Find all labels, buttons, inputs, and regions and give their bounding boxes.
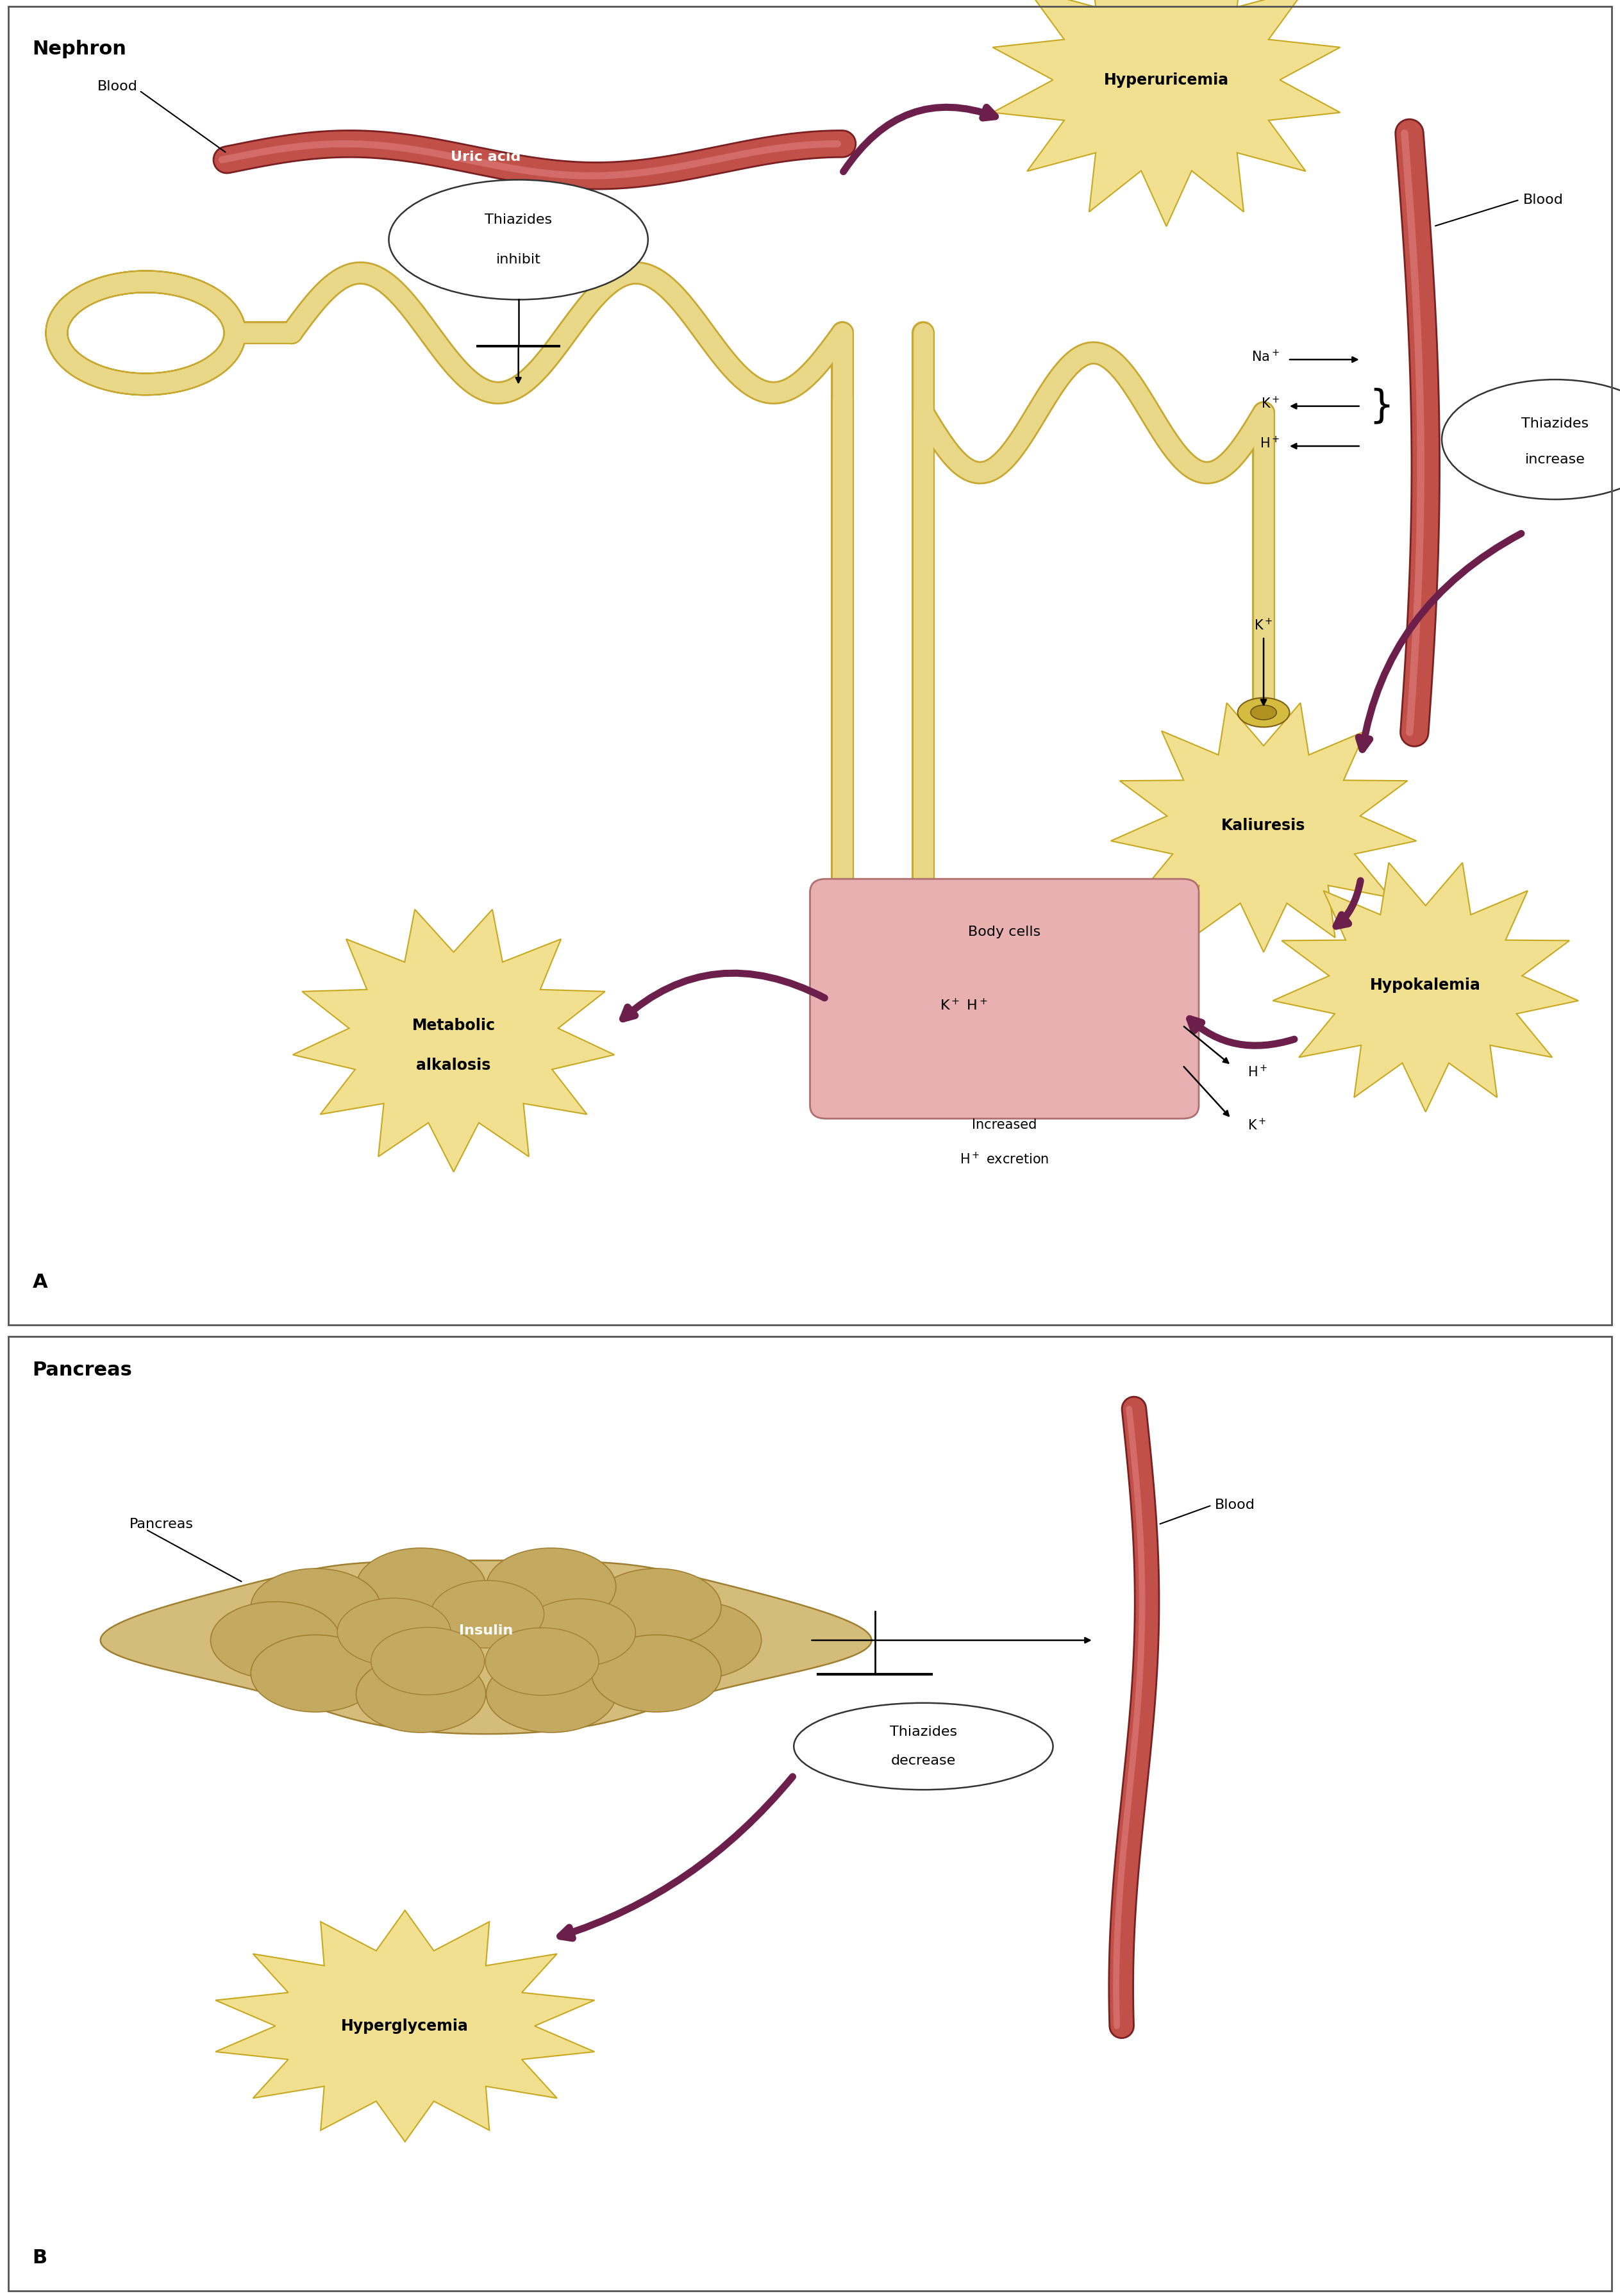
Ellipse shape	[389, 179, 648, 301]
Text: K$^+$: K$^+$	[1254, 618, 1273, 631]
Text: H$^+$: H$^+$	[1260, 436, 1280, 450]
Circle shape	[591, 1635, 721, 1713]
Ellipse shape	[1442, 379, 1620, 501]
Circle shape	[356, 1548, 486, 1626]
Circle shape	[251, 1568, 381, 1646]
Text: decrease: decrease	[891, 1754, 956, 1768]
Text: B: B	[32, 2248, 47, 2266]
Text: Blood: Blood	[1523, 193, 1563, 207]
Text: H$^+$: H$^+$	[1247, 1065, 1267, 1079]
Polygon shape	[100, 1561, 872, 1733]
FancyBboxPatch shape	[810, 879, 1199, 1118]
Text: Thiazides: Thiazides	[889, 1727, 957, 1738]
Text: K$^+$: K$^+$	[1247, 1118, 1267, 1132]
Text: Pancreas: Pancreas	[32, 1362, 133, 1380]
Text: Metabolic: Metabolic	[411, 1017, 496, 1033]
Text: }: }	[1369, 388, 1393, 425]
Text: alkalosis: alkalosis	[416, 1058, 491, 1072]
Polygon shape	[215, 1910, 595, 2142]
Circle shape	[486, 1655, 616, 1733]
Circle shape	[356, 1655, 486, 1733]
Text: Na$^+$: Na$^+$	[1252, 349, 1280, 365]
Ellipse shape	[1238, 698, 1290, 728]
Text: inhibit: inhibit	[496, 253, 541, 266]
Text: Nephron: Nephron	[32, 39, 126, 57]
Text: Blood: Blood	[1215, 1499, 1256, 1511]
Text: A: A	[32, 1274, 47, 1293]
Circle shape	[522, 1598, 635, 1667]
Polygon shape	[993, 0, 1340, 227]
Circle shape	[486, 1548, 616, 1626]
Circle shape	[337, 1598, 450, 1665]
Ellipse shape	[794, 1704, 1053, 1791]
Circle shape	[211, 1603, 340, 1678]
Ellipse shape	[1251, 705, 1277, 719]
Circle shape	[591, 1568, 721, 1646]
Text: Thiazides: Thiazides	[484, 214, 552, 225]
Text: Insulin: Insulin	[458, 1623, 514, 1637]
Text: K$^+$: K$^+$	[1260, 395, 1280, 411]
Polygon shape	[1111, 703, 1416, 953]
Circle shape	[431, 1580, 544, 1649]
Circle shape	[632, 1603, 761, 1678]
Text: Kaliuresis: Kaliuresis	[1221, 817, 1306, 833]
Text: Hypokalemia: Hypokalemia	[1371, 978, 1481, 994]
Text: Increased: Increased	[972, 1118, 1037, 1132]
Text: increase: increase	[1524, 452, 1586, 466]
Circle shape	[486, 1628, 599, 1694]
Text: Thiazides: Thiazides	[1521, 418, 1589, 429]
Circle shape	[251, 1635, 381, 1713]
Text: Hyperuricemia: Hyperuricemia	[1103, 71, 1230, 87]
Circle shape	[371, 1628, 484, 1694]
Polygon shape	[293, 909, 614, 1171]
Polygon shape	[1273, 863, 1578, 1111]
Text: Body cells: Body cells	[969, 925, 1040, 939]
Text: Pancreas: Pancreas	[130, 1518, 194, 1531]
Text: Blood: Blood	[97, 80, 138, 92]
Text: Uric acid: Uric acid	[450, 152, 522, 163]
Text: H$^+$ excretion: H$^+$ excretion	[959, 1153, 1050, 1166]
Text: Hyperglycemia: Hyperglycemia	[342, 2018, 468, 2034]
Text: K$^+$ H$^+$: K$^+$ H$^+$	[940, 999, 988, 1013]
